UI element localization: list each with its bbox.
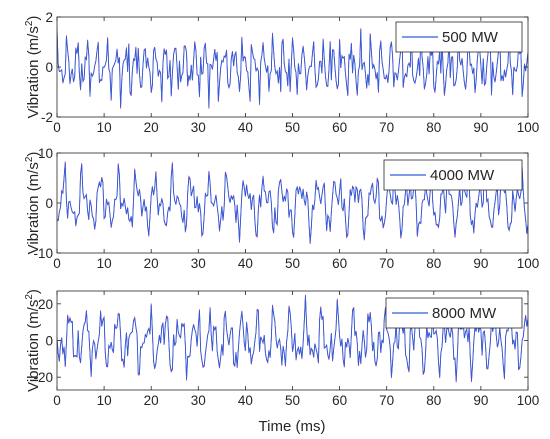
x-tick-label: 30 [191,393,206,408]
legend: 500 MW [395,21,523,53]
x-tick-label: 90 [473,256,488,271]
y-axis-label: Vibration (m/s2) [24,16,42,119]
x-tick-label: 10 [97,120,112,135]
signal-group [57,161,528,245]
y-tick-label: 20 [38,297,53,312]
x-tick-label: 0 [53,393,61,408]
y-axis-label: Vibration (m/s2) [24,289,42,392]
x-tick-label: 60 [332,393,347,408]
y-axis-label-close: ) [25,16,42,21]
x-tick-label: 40 [238,120,253,135]
x-tick-label: 40 [238,393,253,408]
x-tick-label: 0 [53,120,61,135]
signal-trace [57,162,528,243]
x-tick-label: 80 [426,120,441,135]
x-tick-label: 0 [53,256,61,271]
x-tick-label: 100 [517,256,540,271]
y-axis-label-close: ) [25,152,42,157]
y-tick-label: 2 [45,10,53,25]
x-tick-label: 50 [285,120,300,135]
x-tick-label: 30 [191,120,206,135]
x-tick-label: 60 [332,256,347,271]
legend: 8000 MW [385,297,523,329]
signal-group [57,294,528,383]
y-axis-label-superscript: 2 [24,294,35,300]
x-tick-label: 10 [97,256,112,271]
y-tick-label: -10 [33,246,53,261]
y-tick-label: 0 [45,334,53,349]
legend-label: 8000 MW [432,305,497,322]
y-tick-label: 0 [45,196,53,211]
x-tick-label: 70 [379,256,394,271]
x-tick-label: 90 [473,120,488,135]
y-axis-label-close: ) [25,289,42,294]
signal-trace [57,296,528,381]
y-axis-label-text: Vibration (m/s [25,300,42,392]
x-tick-label: 10 [97,393,112,408]
x-tick-label: 100 [517,393,540,408]
x-tick-label: 50 [285,256,300,271]
legend-label: 500 MW [442,29,499,46]
legend: 4000 MW [383,159,523,191]
x-tick-label: 20 [144,120,159,135]
legend-label: 4000 MW [430,167,495,184]
y-axis-label-text: Vibration (m/s [25,162,42,254]
x-tick-label: 30 [191,256,206,271]
y-axis-label-superscript: 2 [24,156,35,162]
x-tick-label: 100 [517,120,540,135]
x-tick-label: 70 [379,120,394,135]
x-tick-label: 80 [426,256,441,271]
y-axis-label-text: Vibration (m/s [25,26,42,118]
x-tick-label: 20 [144,256,159,271]
y-tick-label: -20 [33,370,53,385]
y-tick-label: 0 [45,60,53,75]
y-tick-label: 10 [38,146,53,161]
x-tick-label: 90 [473,393,488,408]
y-tick-label: -2 [41,110,53,125]
x-tick-label: 50 [285,393,300,408]
x-tick-label: 60 [332,120,347,135]
y-axis-label-superscript: 2 [24,20,35,26]
x-tick-label: 80 [426,393,441,408]
x-tick-label: 40 [238,256,253,271]
x-tick-label: 20 [144,393,159,408]
y-axis-label: Vibration (m/s2) [24,152,42,255]
x-tick-label: 70 [379,393,394,408]
x-axis-label: Time (ms) [259,418,326,435]
